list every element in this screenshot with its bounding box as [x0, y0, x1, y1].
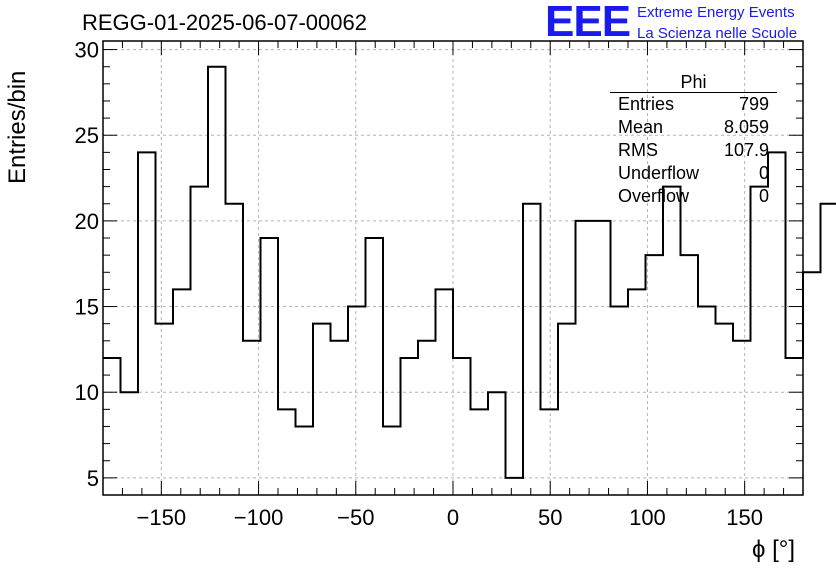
histogram-bin	[208, 67, 226, 495]
stats-label: Mean	[618, 117, 664, 137]
y-tick-label: 5	[87, 466, 99, 491]
stats-value: 107.9	[723, 140, 769, 160]
x-tick-label: 50	[538, 505, 562, 530]
stats-row-overflow: Overflow 0	[610, 185, 777, 208]
histogram-bin	[681, 255, 699, 495]
y-tick-label: 20	[75, 209, 99, 234]
histogram-bin	[261, 238, 279, 495]
histogram-bin	[576, 221, 594, 495]
stats-label: Underflow	[618, 163, 700, 183]
stats-label: Entries	[618, 94, 675, 114]
stats-value: 0	[758, 186, 769, 206]
histogram-bin	[611, 307, 629, 495]
logo-subtitle-line1: Extreme Energy Events	[637, 4, 795, 21]
histogram-bin	[523, 204, 541, 495]
x-tick-label: −150	[137, 505, 187, 530]
histogram-bin	[278, 409, 296, 495]
stats-label: RMS	[618, 140, 658, 160]
histogram-bin	[663, 187, 681, 495]
histogram-bin	[348, 307, 366, 495]
histogram-bin	[156, 324, 174, 495]
x-tick-label: 0	[447, 505, 459, 530]
stats-value: 0	[758, 163, 769, 183]
y-tick-label: 25	[75, 123, 99, 148]
histogram-bin	[471, 409, 489, 495]
histogram-bin	[243, 341, 261, 495]
histogram-bin	[628, 289, 646, 495]
stats-box: Phi Entries 799 Mean 8.059 RMS 107.9 Und…	[610, 72, 777, 208]
histogram-bin	[313, 324, 331, 495]
stats-value: 799	[738, 94, 769, 114]
histogram-bin	[646, 255, 664, 495]
x-axis-label: ϕ [°]	[752, 536, 796, 563]
histogram-bin	[436, 289, 454, 495]
x-tick-label: 100	[629, 505, 666, 530]
histogram-bin	[698, 307, 716, 495]
histogram-bin	[173, 289, 191, 495]
histogram-bin	[226, 204, 244, 495]
stats-label: Overflow	[618, 186, 690, 206]
histogram-bin	[296, 426, 314, 495]
histogram-bin	[366, 238, 384, 495]
y-tick-label: 30	[75, 38, 99, 63]
stats-value: 8.059	[723, 117, 769, 137]
histogram-bin	[593, 221, 611, 495]
histogram-bin	[716, 324, 734, 495]
histogram-bin	[558, 324, 576, 495]
histogram-bin	[401, 358, 419, 495]
histogram-bin	[191, 187, 209, 495]
histogram-bin	[138, 152, 156, 495]
histogram-bin	[453, 358, 471, 495]
histogram-bin	[121, 392, 139, 495]
y-axis-label: Entries/bin	[4, 70, 31, 184]
y-tick-label: 15	[75, 295, 99, 320]
histogram-bin	[331, 341, 349, 495]
stats-row-rms: RMS 107.9	[610, 139, 777, 162]
histogram-bin	[803, 272, 821, 495]
histogram-bin	[418, 341, 436, 495]
histogram-bin	[383, 426, 401, 495]
histogram-line	[103, 65, 836, 479]
histogram-bin	[821, 204, 836, 495]
x-tick-label: −50	[337, 505, 374, 530]
stats-row-underflow: Underflow 0	[610, 162, 777, 185]
stats-row-entries: Entries 799	[610, 93, 777, 116]
x-tick-label: −100	[234, 505, 284, 530]
histogram-bin	[541, 409, 559, 495]
stats-row-mean: Mean 8.059	[610, 116, 777, 139]
eee-logo: EEE	[545, 0, 631, 46]
y-tick-label: 10	[75, 380, 99, 405]
histogram-bin	[751, 187, 769, 495]
histogram-bin	[733, 341, 751, 495]
histogram-bin	[488, 392, 506, 495]
stats-title: Phi	[610, 72, 777, 93]
chart-title: REGG-01-2025-06-07-00062	[82, 10, 367, 35]
x-tick-label: 150	[726, 505, 763, 530]
logo-subtitle-line2: La Scienza nelle Scuole	[637, 25, 798, 42]
histogram-bin	[506, 478, 524, 495]
